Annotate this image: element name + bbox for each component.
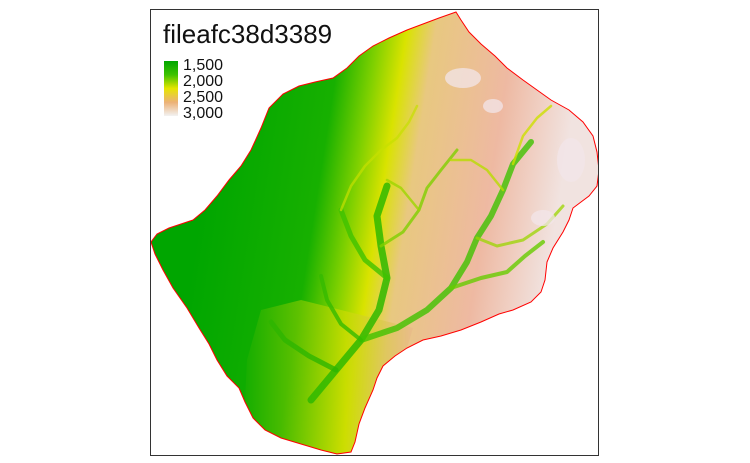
legend-label-1500: 1,500 bbox=[183, 57, 224, 74]
map-panel: fileafc38d3389 1,500 2,000 2,500 3,000 bbox=[150, 9, 599, 456]
river-valleys bbox=[268, 104, 565, 404]
legend-label-3000: 3,000 bbox=[183, 105, 224, 122]
country-border bbox=[151, 11, 598, 455]
legend-label-2000: 2,000 bbox=[183, 73, 224, 90]
highland-peaks bbox=[445, 68, 585, 226]
map-title: fileafc38d3389 bbox=[163, 19, 333, 49]
legend-label-2500: 2,500 bbox=[183, 89, 224, 106]
elevation-map bbox=[151, 11, 598, 455]
legend-color-ramp bbox=[164, 61, 178, 116]
